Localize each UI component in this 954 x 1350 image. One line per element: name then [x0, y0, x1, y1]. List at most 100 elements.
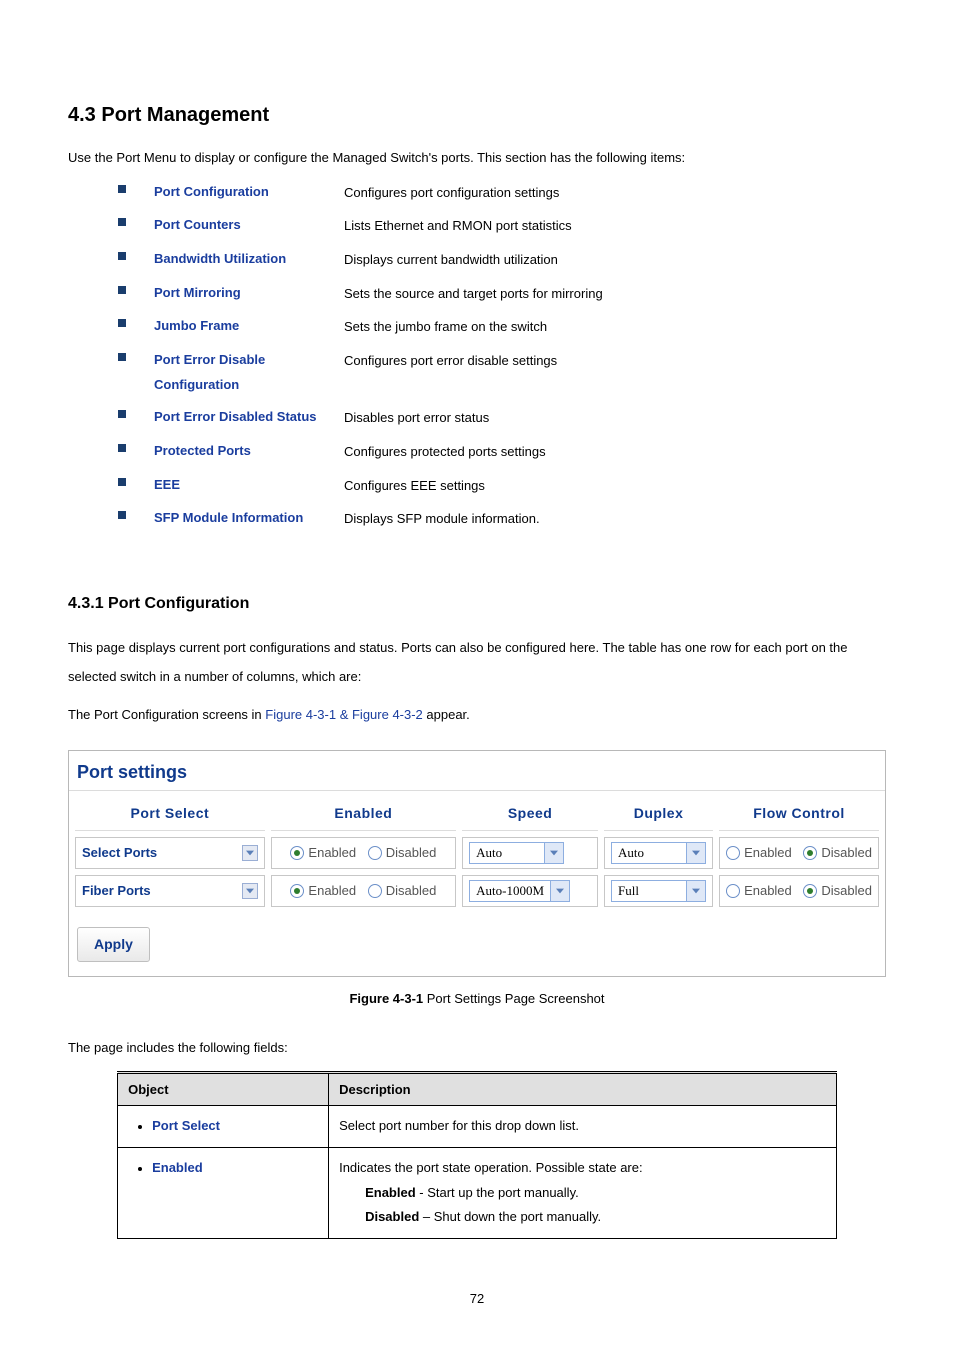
square-bullet-icon — [118, 410, 126, 418]
menu-row: Jumbo FrameSets the jumbo frame on the s… — [118, 314, 886, 340]
menu-row: Bandwidth UtilizationDisplays current ba… — [118, 247, 886, 273]
disabled-radio[interactable] — [368, 884, 382, 898]
port-settings-table: Port Select Enabled Speed Duplex Flow Co… — [69, 791, 885, 913]
fields-intro: The page includes the following fields: — [68, 1038, 886, 1058]
objdesc-object-name: Enabled — [152, 1160, 203, 1175]
menu-row: Protected PortsConfigures protected port… — [118, 439, 886, 465]
enabled-radio-group: Enabled Disabled — [278, 881, 449, 901]
disabled-label: Disabled — [386, 843, 437, 863]
disabled-radio[interactable] — [368, 846, 382, 860]
disabled-label: Disabled — [386, 881, 437, 901]
flow-radio-group: Enabled Disabled — [726, 881, 872, 901]
th-description: Description — [329, 1072, 837, 1106]
chevron-down-icon[interactable] — [686, 881, 705, 901]
menu-row: Port Error Disabled StatusDisables port … — [118, 405, 886, 431]
square-bullet-icon — [118, 353, 126, 361]
chevron-down-icon[interactable] — [544, 843, 563, 863]
th-enabled: Enabled — [271, 797, 456, 831]
bullet-icon — [138, 1125, 142, 1129]
menu-item-name[interactable]: Port Configuration — [154, 180, 344, 205]
desc-line: Disabled – Shut down the port manually. — [365, 1205, 826, 1230]
menu-item-name[interactable]: Port Mirroring — [154, 281, 344, 306]
th-flow-control: Flow Control — [719, 797, 879, 831]
speed-select[interactable]: Auto-1000M — [469, 880, 570, 902]
menu-item-name[interactable]: Port Error Disabled Status — [154, 405, 344, 430]
figure-caption-bold: Figure 4-3-1 — [349, 991, 423, 1006]
figure-caption: Figure 4-3-1 Port Settings Page Screensh… — [68, 989, 886, 1009]
square-bullet-icon — [118, 319, 126, 327]
chevron-down-icon[interactable] — [686, 843, 705, 863]
flow-radio-group: Enabled Disabled — [726, 843, 872, 863]
objdesc-object-cell: Enabled — [118, 1148, 329, 1239]
menu-item-name[interactable]: SFP Module Information — [154, 506, 344, 531]
speed-value: Auto-1000M — [470, 881, 550, 901]
port-select-dropdown[interactable]: Select Ports — [82, 843, 258, 863]
speed-select[interactable]: Auto — [469, 842, 564, 864]
menu-item-desc: Displays SFP module information. — [344, 506, 886, 532]
panel-title: Port settings — [69, 751, 885, 791]
objdesc-row: Port Select Select port number for this d… — [118, 1106, 837, 1148]
subsection-p2: The Port Configuration screens in Figure… — [68, 701, 886, 730]
port-select-dropdown[interactable]: Fiber Ports — [82, 881, 258, 901]
enabled-radio[interactable] — [290, 846, 304, 860]
menu-list: Port ConfigurationConfigures port config… — [118, 180, 886, 533]
flow-enabled-label: Enabled — [744, 843, 792, 863]
menu-item-desc: Displays current bandwidth utilization — [344, 247, 886, 273]
section-intro: Use the Port Menu to display or configur… — [68, 148, 886, 168]
flow-enabled-radio[interactable] — [726, 846, 740, 860]
chevron-down-icon[interactable] — [242, 883, 258, 899]
menu-item-desc: Lists Ethernet and RMON port statistics — [344, 213, 886, 239]
objdesc-description-cell: Indicates the port state operation. Poss… — [329, 1148, 837, 1239]
menu-row: EEEConfigures EEE settings — [118, 473, 886, 499]
enabled-radio[interactable] — [290, 884, 304, 898]
section-title: 4.3 Port Management — [68, 100, 886, 130]
menu-item-name[interactable]: Protected Ports — [154, 439, 344, 464]
desc-line: Indicates the port state operation. Poss… — [339, 1156, 826, 1181]
figure-caption-rest: Port Settings Page Screenshot — [423, 991, 604, 1006]
port-select-label: Select Ports — [82, 843, 157, 863]
th-duplex: Duplex — [604, 797, 713, 831]
flow-disabled-radio[interactable] — [803, 846, 817, 860]
square-bullet-icon — [118, 444, 126, 452]
menu-item-name[interactable]: Bandwidth Utilization — [154, 247, 344, 272]
object-description-table: Object Description Port Select Select por… — [117, 1071, 837, 1239]
menu-item-desc: Configures port configuration settings — [344, 180, 886, 206]
p2-suffix: appear. — [423, 707, 470, 722]
menu-item-desc: Sets the source and target ports for mir… — [344, 281, 886, 307]
chevron-down-icon[interactable] — [242, 845, 258, 861]
enabled-label: Enabled — [308, 843, 356, 863]
chevron-down-icon[interactable] — [550, 881, 569, 901]
menu-item-desc: Configures EEE settings — [344, 473, 886, 499]
square-bullet-icon — [118, 478, 126, 486]
figure-link[interactable]: Figure 4-3-1 & Figure 4-3-2 — [265, 707, 423, 722]
page-number: 72 — [68, 1289, 886, 1309]
duplex-value: Full — [612, 881, 686, 901]
menu-item-desc: Sets the jumbo frame on the switch — [344, 314, 886, 340]
duplex-select[interactable]: Auto — [611, 842, 706, 864]
th-port-select: Port Select — [75, 797, 265, 831]
objdesc-object-cell: Port Select — [118, 1106, 329, 1148]
desc-line: Select port number for this drop down li… — [339, 1114, 826, 1139]
menu-item-name[interactable]: Port Error Disable Configuration — [154, 348, 344, 397]
flow-enabled-radio[interactable] — [726, 884, 740, 898]
subsection-title: 4.3.1 Port Configuration — [68, 592, 886, 616]
speed-value: Auto — [470, 843, 544, 863]
port-settings-row: Fiber Ports Enabled Disabled Auto-1000M Ful… — [75, 875, 879, 907]
menu-item-desc: Disables port error status — [344, 405, 886, 431]
menu-item-name[interactable]: Port Counters — [154, 213, 344, 238]
enabled-label: Enabled — [308, 881, 356, 901]
apply-button[interactable]: Apply — [77, 927, 150, 962]
menu-item-name[interactable]: EEE — [154, 473, 344, 498]
menu-item-desc: Configures protected ports settings — [344, 439, 886, 465]
duplex-value: Auto — [612, 843, 686, 863]
flow-disabled-radio[interactable] — [803, 884, 817, 898]
subsection-p1: This page displays current port configur… — [68, 634, 886, 691]
square-bullet-icon — [118, 252, 126, 260]
menu-item-name[interactable]: Jumbo Frame — [154, 314, 344, 339]
enabled-radio-group: Enabled Disabled — [278, 843, 449, 863]
th-object: Object — [118, 1072, 329, 1106]
duplex-select[interactable]: Full — [611, 880, 706, 902]
square-bullet-icon — [118, 185, 126, 193]
menu-row: Port CountersLists Ethernet and RMON por… — [118, 213, 886, 239]
menu-row: Port Error Disable ConfigurationConfigur… — [118, 348, 886, 397]
